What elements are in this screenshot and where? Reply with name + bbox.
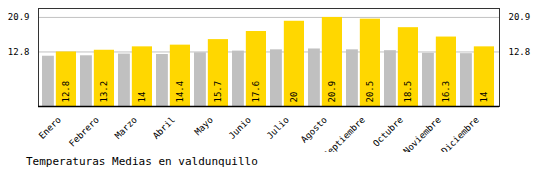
svg-text:14: 14	[137, 92, 147, 103]
svg-text:Octubre: Octubre	[371, 115, 405, 149]
svg-text:20.5: 20.5	[365, 81, 375, 103]
svg-text:15.7: 15.7	[213, 81, 223, 103]
svg-text:12.8: 12.8	[8, 47, 30, 57]
svg-text:Noviembre: Noviembre	[401, 115, 443, 152]
svg-text:13.2: 13.2	[99, 81, 109, 103]
svg-text:16.3: 16.3	[441, 81, 451, 103]
svg-text:Julio: Julio	[265, 115, 291, 141]
svg-text:Enero: Enero	[37, 115, 63, 141]
svg-text:20.9: 20.9	[509, 12, 531, 22]
svg-text:17.6: 17.6	[251, 81, 261, 103]
svg-text:Junio: Junio	[227, 115, 253, 141]
svg-text:20.9: 20.9	[8, 12, 30, 22]
svg-text:14: 14	[479, 92, 489, 103]
svg-text:20: 20	[289, 92, 299, 103]
svg-text:Abril: Abril	[151, 115, 177, 141]
svg-text:Septiembre: Septiembre	[322, 115, 367, 152]
svg-text:20.9: 20.9	[327, 81, 337, 103]
html-text:Temperaturas Medias en valdunq: Temperaturas Medias en valdunquillo	[26, 155, 258, 168]
svg-text:Diciembre: Diciembre	[439, 115, 481, 152]
svg-text:Mayo: Mayo	[193, 115, 215, 137]
svg-text:12.8: 12.8	[509, 47, 531, 57]
svg-text:12.8: 12.8	[61, 81, 71, 103]
svg-text:Febrero: Febrero	[67, 115, 101, 149]
svg-text:18.5: 18.5	[403, 81, 413, 103]
svg-text:Marzo: Marzo	[113, 115, 139, 141]
svg-text:14.4: 14.4	[175, 81, 185, 103]
svg-text:Agosto: Agosto	[299, 115, 329, 145]
